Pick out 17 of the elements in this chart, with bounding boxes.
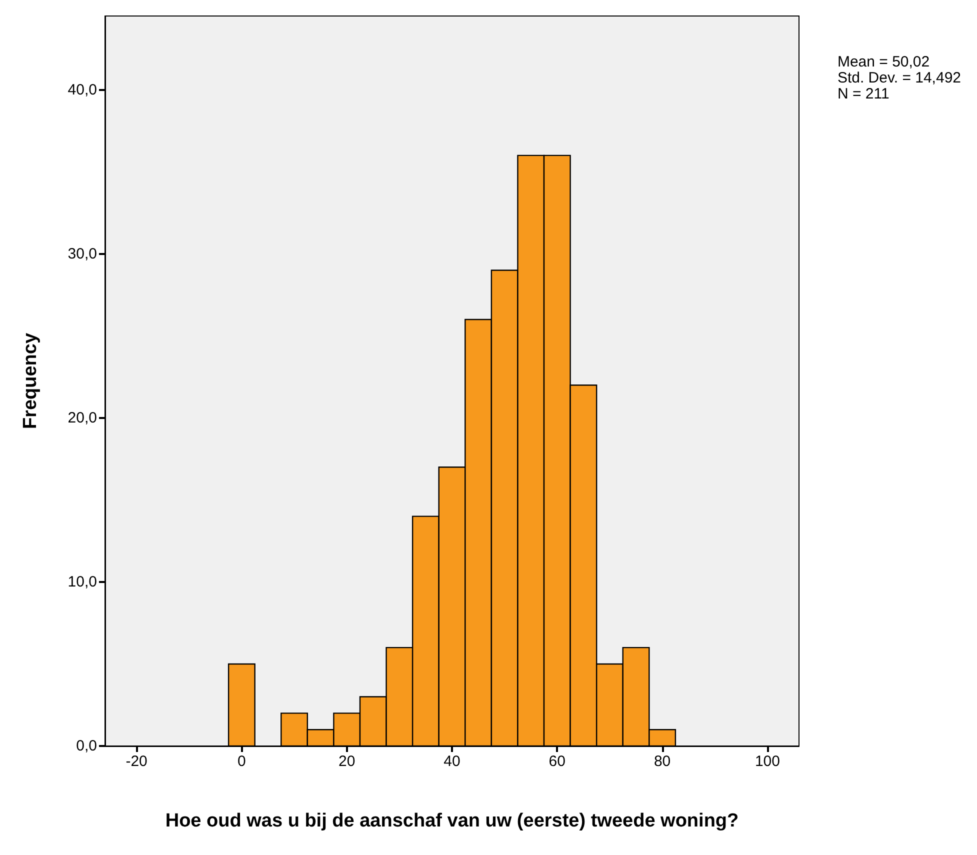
x-tick-label: 80 — [654, 753, 671, 770]
y-tick-label: 0,0 — [76, 738, 97, 754]
x-tick-label: 20 — [338, 753, 356, 770]
y-tick-label: 40,0 — [68, 81, 97, 98]
y-tick-label: 20,0 — [68, 409, 97, 426]
text: Std. Dev. = 14,492 — [837, 70, 962, 86]
x-tick-label: 0 — [238, 753, 246, 770]
x-axis-title: Hoe oud was u bij de aanschaf van uw (eerste) tweede woning? — [165, 810, 739, 832]
x-tick-label: 100 — [754, 753, 780, 770]
y-tick-label: 30,0 — [68, 245, 97, 262]
x-tick-label: -20 — [126, 753, 148, 770]
x-tick-label: 40 — [444, 753, 460, 770]
x-tick-label: 60 — [548, 753, 566, 770]
y-axis-title: Frequency — [20, 332, 41, 430]
y-tick-label: 10,0 — [68, 573, 97, 590]
text: Mean = 50,02 — [837, 54, 930, 70]
text: N = 211 — [837, 86, 890, 102]
